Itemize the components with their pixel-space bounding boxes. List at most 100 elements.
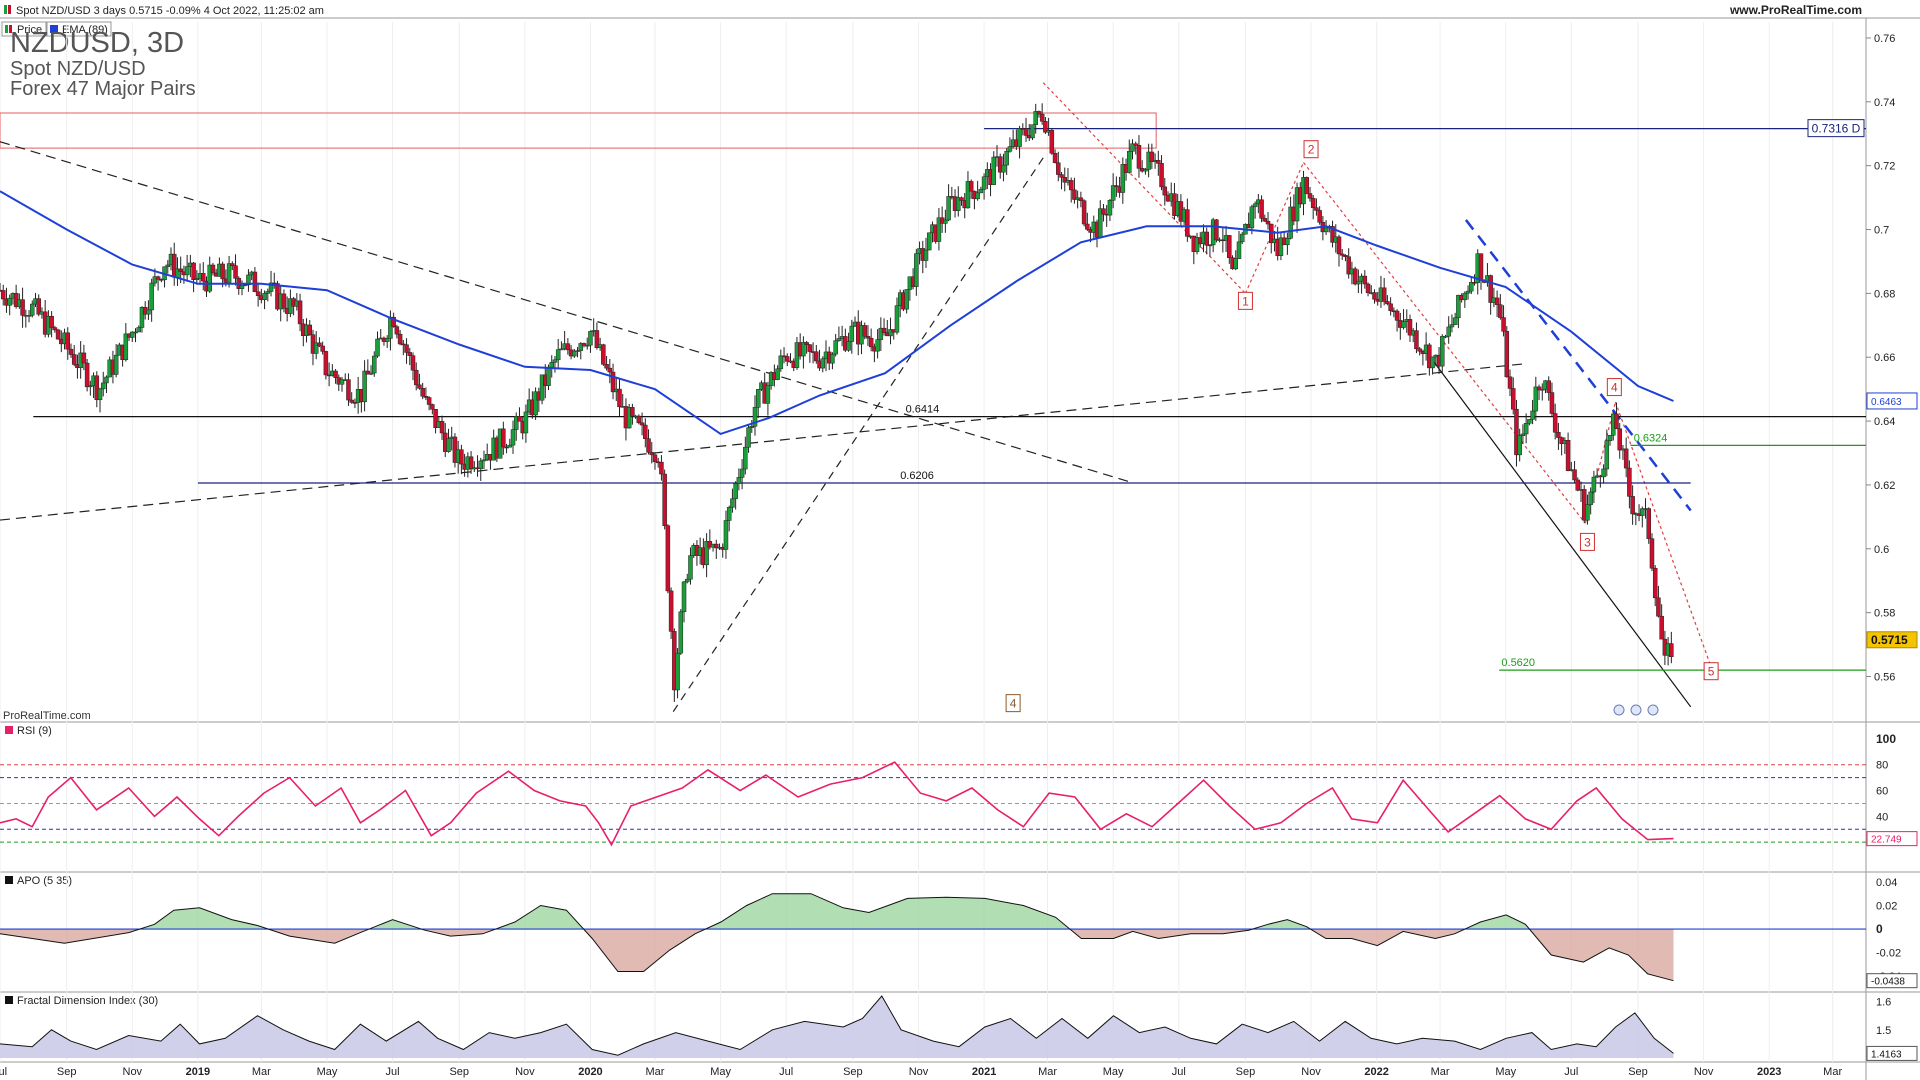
x-tick-label: Mar — [1823, 1066, 1842, 1078]
candle-up — [956, 197, 961, 211]
website-link[interactable]: www.ProRealTime.com — [1729, 3, 1862, 17]
apo-legend-icon — [5, 876, 13, 884]
candle-down — [1575, 479, 1581, 491]
candle-up — [736, 477, 742, 484]
candle-down — [630, 407, 635, 417]
candle-up — [749, 426, 755, 428]
candle-up — [313, 342, 319, 354]
candle-up — [478, 460, 484, 470]
candle-up — [1517, 435, 1522, 456]
candle-up — [446, 438, 451, 452]
candle-up — [1523, 422, 1529, 435]
candle-down — [652, 454, 658, 463]
rsi-tick-label: 100 — [1876, 732, 1896, 746]
x-tick-label: May — [710, 1066, 731, 1078]
candle-up — [946, 196, 951, 221]
candle-down — [504, 446, 509, 449]
apo-positive-area — [139, 893, 1530, 930]
candle-down — [1317, 210, 1322, 223]
candle-up — [875, 339, 880, 352]
channel-support-line — [1429, 356, 1692, 708]
candle-down — [430, 404, 435, 410]
y-tick-label: 0.72 — [1874, 161, 1895, 173]
y-tick-label: 0.58 — [1874, 608, 1895, 620]
up-candle-icon — [4, 5, 7, 14]
candle-down — [1304, 177, 1309, 194]
zoom-out-icon[interactable] — [1630, 704, 1642, 716]
zoom-reset-icon[interactable] — [1647, 704, 1659, 716]
candle-down — [1669, 643, 1674, 657]
down-candle-icon — [8, 5, 11, 14]
legend-ema: EMA (89) — [62, 24, 108, 36]
x-tick-label: Jul — [0, 1066, 7, 1078]
chart-instrument-group: Forex 47 Major Pairs — [10, 78, 196, 100]
candle-up — [914, 253, 919, 287]
candle-down — [1114, 185, 1119, 187]
candle-down — [1052, 153, 1058, 163]
candle-up — [533, 391, 538, 416]
candle-down — [662, 473, 667, 526]
level-label: 0.7316 D — [1812, 122, 1861, 136]
candle-up — [1604, 440, 1610, 470]
candle-up — [1530, 410, 1535, 420]
candle-up — [88, 385, 93, 388]
candle-up — [239, 285, 245, 289]
candle-up — [575, 350, 580, 352]
candle-up — [926, 232, 932, 251]
candle-up — [149, 282, 154, 311]
y-tick-label: 0.66 — [1874, 352, 1895, 364]
candle-down — [1536, 386, 1542, 391]
candle-down — [352, 402, 358, 404]
candle-up — [184, 266, 190, 276]
candle-down — [346, 379, 351, 401]
candle-down — [178, 268, 183, 273]
zoom-in-icon[interactable] — [1613, 704, 1625, 716]
fdi-area — [0, 996, 1674, 1058]
candle-down — [1656, 597, 1661, 617]
candle-down — [604, 364, 609, 369]
y-tick-label: 0.6 — [1874, 544, 1889, 556]
candle-up — [849, 325, 855, 342]
candle-down — [94, 375, 100, 401]
candle-down — [233, 265, 238, 279]
candle-up — [675, 652, 680, 691]
apo-layer — [0, 893, 1866, 982]
candle-down — [84, 362, 90, 388]
candle-down — [68, 348, 74, 355]
candle-down — [1565, 440, 1571, 472]
candle-down — [997, 156, 1003, 173]
candle-up — [1640, 508, 1645, 516]
candle-down — [255, 291, 261, 296]
candle-up — [1107, 200, 1113, 216]
candle-up — [375, 338, 380, 357]
x-tick-label: May — [1495, 1066, 1516, 1078]
candle-up — [1294, 187, 1300, 222]
y-tick-label: 0.64 — [1874, 416, 1895, 428]
x-tick-label: May — [317, 1066, 338, 1078]
levels-layer: 0.7316 D 0.6414 0.6206 0.6324 0.5620 — [33, 119, 1866, 671]
candle-up — [1449, 324, 1455, 328]
ema-legend-icon — [50, 25, 58, 33]
wave-path-5 — [1614, 401, 1712, 668]
candle-down — [565, 343, 571, 351]
legend-price-box[interactable] — [1, 21, 47, 37]
legend-ema-box[interactable] — [46, 21, 112, 37]
candle-down — [81, 352, 87, 364]
x-tick-label: Mar — [252, 1066, 271, 1078]
candle-down — [1617, 428, 1622, 451]
candle-up — [30, 303, 35, 316]
candle-down — [1185, 209, 1190, 237]
candle-down — [71, 354, 77, 365]
x-tick-label: Sep — [449, 1066, 469, 1078]
candle-up — [1001, 164, 1006, 173]
channel-resistance-line — [1464, 219, 1692, 512]
candle-down — [417, 384, 422, 389]
candle-up — [100, 382, 106, 390]
zoom-controls[interactable] — [1613, 704, 1659, 716]
candle-up — [965, 181, 971, 209]
price-badge-label: 0.6463 — [1871, 397, 1902, 408]
apo-badge-label: -0.0438 — [1871, 977, 1905, 988]
rsi-badge-label: 22.749 — [1871, 835, 1902, 846]
candle-down — [1549, 392, 1555, 414]
